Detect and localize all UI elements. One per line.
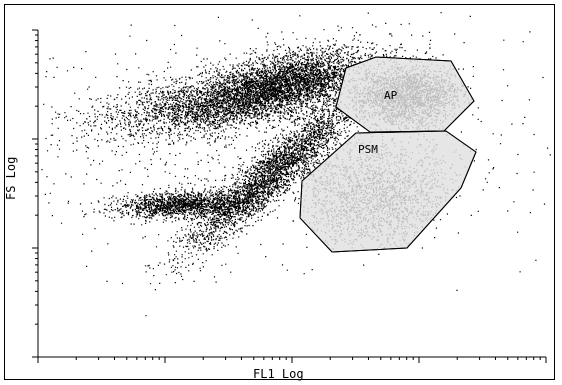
gates: AP PSM — [299, 56, 477, 253]
axes — [32, 29, 547, 363]
gate-label: PSM — [358, 143, 378, 156]
gate-outline — [299, 130, 477, 253]
gate-label: AP — [384, 89, 398, 102]
gated-event-points — [300, 131, 476, 252]
y-axis-label: FS Log — [4, 156, 18, 200]
gate-psm: PSM — [299, 130, 477, 253]
ungated-events — [41, 12, 551, 317]
gate-border — [299, 130, 477, 253]
ungated-event-points — [41, 12, 551, 317]
gate-border — [335, 56, 475, 133]
x-axis-label: FL1 Log — [253, 367, 304, 381]
